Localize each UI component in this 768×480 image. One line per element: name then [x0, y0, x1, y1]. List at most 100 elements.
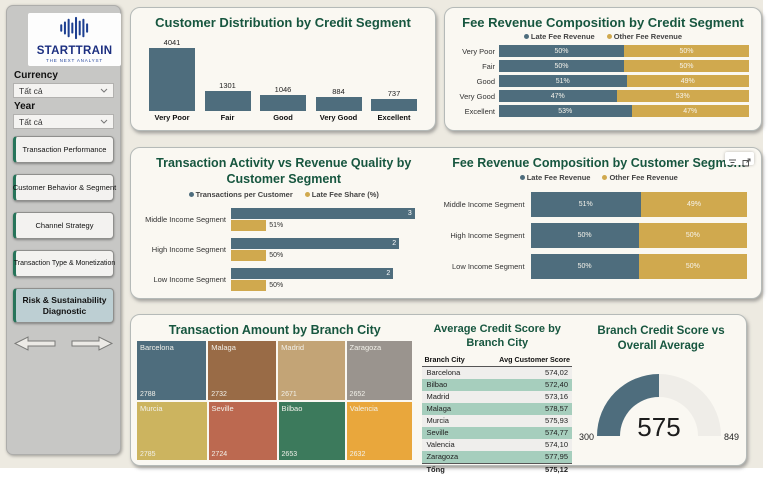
table-row[interactable]: Malaga 578,57: [422, 402, 572, 415]
page-navigation: [13, 336, 114, 354]
bar-group: Middle Income Segment 3 51%: [139, 207, 427, 231]
segment-label: 51%: [578, 201, 593, 209]
segment-late-fee[interactable]: 51%: [499, 75, 627, 87]
bar-value-label: 1301: [219, 81, 236, 90]
bar-good[interactable]: [260, 95, 306, 111]
bar-transactions-per-customer[interactable]: 2: [231, 237, 400, 249]
visual-header-toolbar: [724, 152, 754, 167]
legend-item: Transactions per Customer: [188, 190, 293, 199]
table-row[interactable]: Murcia 575,93: [422, 414, 572, 427]
treemap-cell-zaragoza[interactable]: Zaragoza 2652: [346, 341, 413, 400]
gauge-title: Branch Credit Score vs Overall Average: [597, 325, 725, 352]
treemap-cell-name: Murcia: [140, 403, 163, 413]
segment-other-fee[interactable]: 53%: [616, 90, 749, 102]
segment-late-fee[interactable]: 53%: [499, 105, 632, 117]
segment-late-fee[interactable]: 47%: [499, 90, 617, 102]
segment-other-fee[interactable]: 50%: [638, 254, 747, 280]
stacked-row: Good 51% 49%: [451, 75, 749, 87]
treemap-cell-name: Barcelona: [140, 343, 174, 353]
segment-other-fee[interactable]: 49%: [626, 75, 749, 87]
legend-dot-icon: [304, 191, 310, 197]
bar-late-fee-share[interactable]: [231, 219, 267, 231]
table-row[interactable]: Zaragoza 577,95: [422, 450, 572, 464]
segment-late-fee[interactable]: 51%: [530, 192, 641, 218]
treemap-cell-barcelona[interactable]: Barcelona 2788: [137, 341, 207, 400]
legend-dot-icon: [606, 34, 612, 39]
treemap-cell-madrid[interactable]: Madrid 2671: [278, 341, 345, 400]
treemap-cell-value: 2632: [349, 451, 366, 459]
segment-other-fee[interactable]: 50%: [638, 223, 747, 249]
segment-late-fee[interactable]: 50%: [499, 60, 624, 72]
bar-transactions-per-customer[interactable]: 3: [231, 207, 415, 219]
table-title: Average Credit Score by Branch City: [433, 323, 561, 350]
treemap-cell-valencia[interactable]: Valencia 2632: [346, 401, 413, 461]
sidebar-item-risk-sustainability-diagnostic[interactable]: Risk & Sustainability Diagnostic: [13, 288, 114, 323]
table-row[interactable]: Bilbao 572,40: [422, 378, 572, 391]
legend-label: Late Fee Revenue: [526, 173, 591, 183]
treemap-cell-name: Valencia: [349, 403, 378, 413]
segment-late-fee[interactable]: 50%: [530, 254, 639, 280]
sidebar-item-transaction-type-monetization[interactable]: Transaction Type & Monetization: [13, 250, 115, 277]
bar-late-fee-share[interactable]: [231, 279, 267, 291]
bar-column: 1046 Good: [258, 34, 308, 122]
chart-fee-revenue-by-credit-segment: Fee Revenue Composition by Credit Segmen…: [444, 7, 762, 131]
bar-very-good[interactable]: [315, 97, 362, 111]
chart-title: Transaction Amount by Branch City: [168, 323, 381, 337]
bar-value-label: 1046: [274, 85, 292, 94]
table-row[interactable]: Valencia 574,10: [422, 438, 572, 451]
bar-transactions-per-customer[interactable]: 2: [231, 267, 394, 279]
stacked-bar: 47% 53%: [499, 90, 749, 102]
filter-icon[interactable]: [728, 154, 737, 166]
treemap-cell-name: Seville: [211, 403, 234, 413]
sidebar-item-customer-behavior-segment[interactable]: Customer Behavior & Segment: [13, 174, 116, 201]
segment-label: 49%: [680, 77, 695, 85]
segment-other-fee[interactable]: 47%: [631, 105, 749, 117]
segment-label: 50%: [554, 62, 569, 70]
treemap-cell-murcia[interactable]: Murcia 2785: [137, 401, 207, 461]
treemap-cell-seville[interactable]: Seville 2724: [208, 401, 277, 461]
stacked-row: Fair 50% 50%: [451, 60, 749, 72]
block-arrow-right-icon: [71, 336, 114, 351]
bar-very-poor[interactable]: [149, 48, 195, 111]
logo: STARTTRAIN THE NEXT ANALYST: [28, 13, 121, 66]
bar-value-label: 2: [392, 239, 397, 247]
segment-other-fee[interactable]: 50%: [624, 45, 749, 57]
legend-item: Late Fee Revenue: [523, 32, 595, 41]
legend: Late Fee Revenue Other Fee Revenue: [445, 32, 761, 41]
cell-score: 573,16: [478, 390, 572, 403]
cell-score: 575,93: [478, 414, 572, 427]
segment-late-fee[interactable]: 50%: [530, 223, 639, 249]
legend-label: Late Fee Revenue: [530, 32, 595, 41]
focus-mode-icon[interactable]: [742, 154, 751, 167]
prev-page-arrow[interactable]: [13, 336, 56, 354]
treemap-cell-value: 2788: [140, 390, 156, 398]
bar-late-fee-share[interactable]: [231, 249, 267, 261]
chart-title: Fee Revenue Composition by Customer Segm…: [452, 156, 746, 170]
segment-other-fee[interactable]: 49%: [640, 192, 747, 218]
bar-value-label: 4041: [163, 38, 181, 47]
currency-dropdown[interactable]: Tất cả: [13, 83, 114, 98]
bar-group: High Income Segment 2 50%: [139, 237, 427, 261]
legend-dot-icon: [188, 191, 194, 197]
bar-category-label: Fair: [220, 113, 235, 122]
bar-value-label: 737: [387, 89, 401, 98]
sidebar-item-channel-strategy[interactable]: Channel Strategy: [13, 212, 114, 239]
treemap-cell-value: 2732: [211, 390, 227, 398]
stacked-row: Very Poor 50% 50%: [451, 45, 749, 57]
segment-label: 47%: [683, 107, 698, 115]
table-row[interactable]: Barcelona 574,02: [422, 366, 572, 379]
next-page-arrow[interactable]: [71, 336, 114, 354]
bar-fair[interactable]: [204, 91, 251, 111]
bar-excellent[interactable]: [371, 99, 417, 111]
gauge-max-label: 849: [724, 432, 739, 442]
cell-score: 577,95: [478, 450, 572, 464]
treemap-cell-bilbao[interactable]: Bilbao 2653: [278, 401, 345, 461]
table-row[interactable]: Seville 574,77: [422, 426, 572, 439]
year-dropdown[interactable]: Tất cả: [13, 114, 114, 129]
segment-late-fee[interactable]: 50%: [499, 45, 624, 57]
table-row[interactable]: Madrid 573,16: [422, 390, 572, 403]
treemap-cell-malaga[interactable]: Malaga 2732: [208, 341, 277, 400]
segment-other-fee[interactable]: 50%: [624, 60, 749, 72]
sidebar-item-transaction-performance[interactable]: Transaction Performance: [13, 136, 114, 163]
